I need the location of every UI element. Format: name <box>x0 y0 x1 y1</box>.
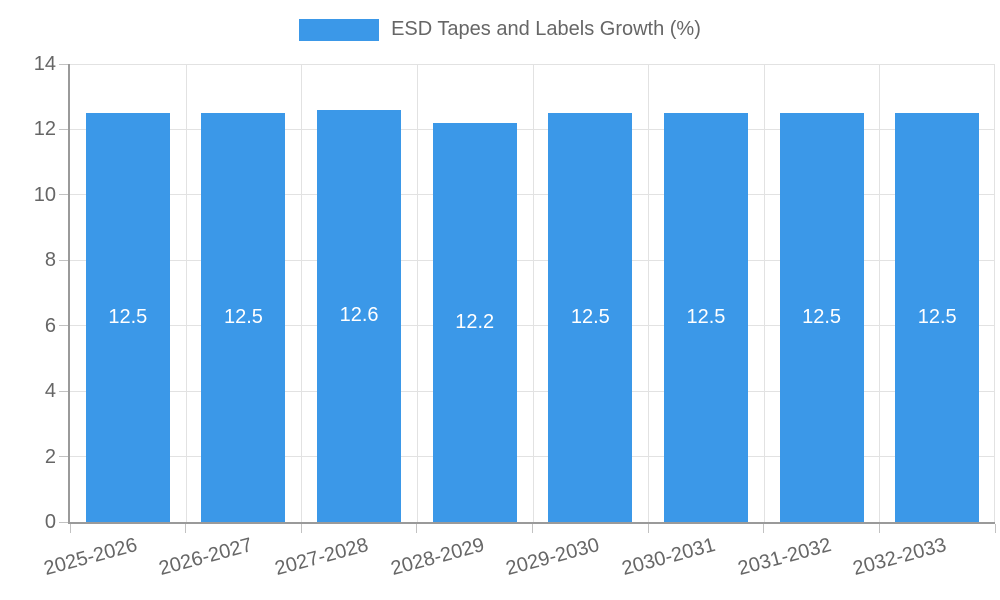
y-axis-tick-label: 10 <box>33 183 56 206</box>
legend-label: ESD Tapes and Labels Growth (%) <box>391 18 701 40</box>
y-axis-tick-label: 4 <box>44 380 56 403</box>
gridline-vertical <box>416 64 418 522</box>
y-axis-tick <box>59 63 68 65</box>
x-axis-tick <box>300 524 302 533</box>
x-axis-tick <box>763 524 765 533</box>
y-axis-tick <box>59 259 68 261</box>
y-axis-tick <box>59 128 68 130</box>
bar[interactable]: 12.5 <box>663 113 748 522</box>
x-axis-tick <box>878 524 880 533</box>
x-axis-tick <box>416 524 418 533</box>
bar-value-label: 12.5 <box>223 306 263 329</box>
bar-value-label: 12.6 <box>339 304 379 327</box>
x-axis-tick <box>994 524 996 533</box>
bar-value-label: 12.5 <box>108 306 148 329</box>
x-axis-tick <box>69 524 71 533</box>
bar[interactable]: 12.5 <box>895 113 980 522</box>
bar[interactable]: 12.5 <box>779 113 864 522</box>
gridline-vertical <box>532 64 534 522</box>
x-axis-tick <box>532 524 533 533</box>
y-axis-tick <box>59 390 68 392</box>
y-axis-tick-label: 6 <box>44 314 56 337</box>
bar-value-label: 12.5 <box>802 306 842 329</box>
gridline-vertical <box>994 64 995 522</box>
bar[interactable]: 12.6 <box>317 109 402 522</box>
y-axis-tick <box>59 325 68 327</box>
bar[interactable]: 12.5 <box>85 113 170 522</box>
bar-value-label: 12.5 <box>917 306 957 329</box>
y-axis-line <box>68 64 70 522</box>
bar-value-label: 12.2 <box>455 310 495 333</box>
y-axis-tick-label: 14 <box>33 53 56 75</box>
y-axis-tick-label: 0 <box>44 511 56 533</box>
gridline-vertical <box>301 64 303 522</box>
bar[interactable]: 12.5 <box>201 113 286 522</box>
gridline-vertical <box>763 64 765 522</box>
bar[interactable]: 12.5 <box>548 113 633 522</box>
x-axis-line <box>68 522 995 524</box>
legend-swatch-icon <box>299 18 380 41</box>
y-axis-tick <box>59 456 68 458</box>
y-axis-tick-label: 12 <box>33 118 56 141</box>
gridline-vertical <box>648 64 650 522</box>
gridline-vertical <box>185 64 187 522</box>
y-axis-tick-label: 8 <box>44 249 56 272</box>
y-axis-tick <box>59 194 68 196</box>
y-axis-tick <box>59 521 68 523</box>
x-axis-tick <box>185 524 187 533</box>
plot-area: 12.5 12.5 12.6 12.2 12.5 12.5 12.5 12.5 <box>59 63 996 533</box>
bar[interactable]: 12.2 <box>432 122 517 522</box>
bar-value-label: 12.5 <box>570 306 610 329</box>
bar-value-label: 12.5 <box>686 306 726 329</box>
y-axis-tick-label: 2 <box>44 445 56 468</box>
x-axis-tick <box>647 524 649 533</box>
gridline-vertical <box>879 64 881 522</box>
legend[interactable]: ESD Tapes and Labels Growth (%) <box>0 18 1000 41</box>
